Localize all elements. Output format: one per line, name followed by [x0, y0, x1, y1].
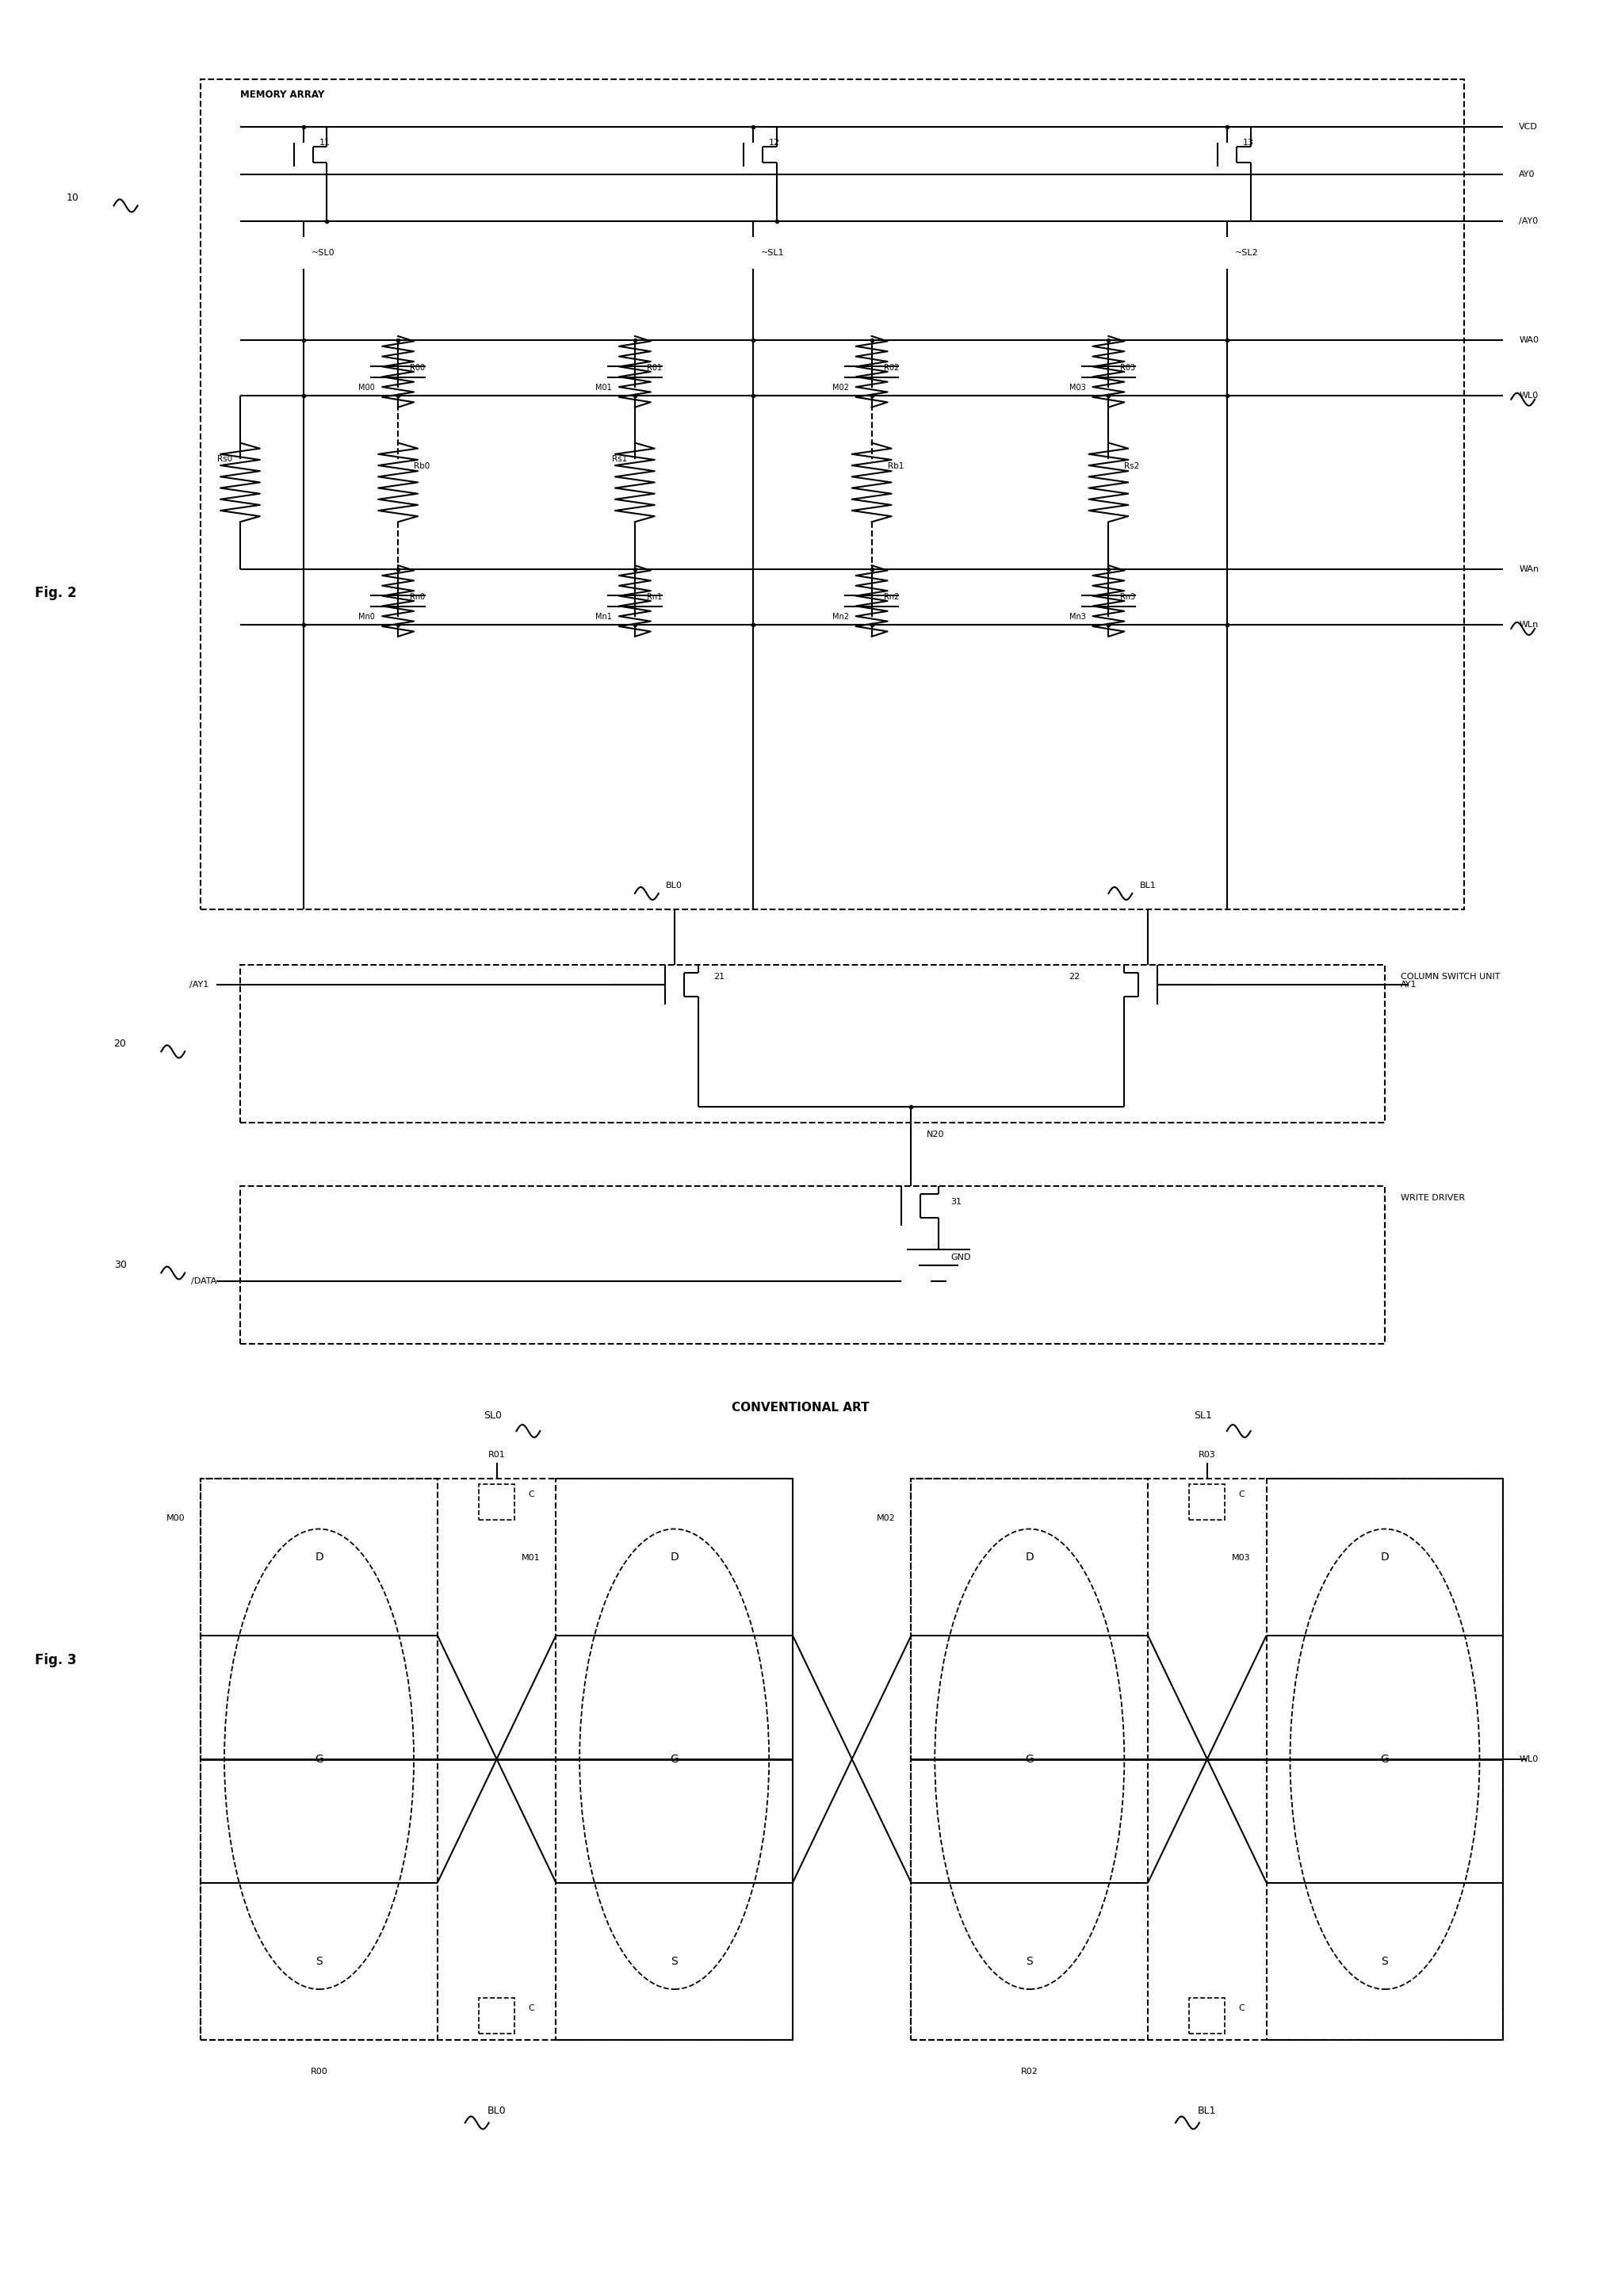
Bar	[479, 1998, 514, 2034]
Text: COLUMN SWITCH UNIT: COLUMN SWITCH UNIT	[1400, 974, 1500, 980]
Text: MEMORY ARRAY: MEMORY ARRAY	[241, 90, 324, 101]
Text: R00: R00	[310, 2066, 328, 2076]
Text: M01: M01	[596, 383, 612, 393]
Text: Fig. 3: Fig. 3	[35, 1653, 77, 1667]
Text: 13: 13	[1243, 138, 1254, 147]
Text: C: C	[1238, 2004, 1245, 2011]
Text: Rs0: Rs0	[217, 455, 233, 461]
Text: 31: 31	[951, 1199, 962, 1205]
Text: Rs2: Rs2	[1124, 461, 1140, 471]
Text: AY1: AY1	[1400, 980, 1416, 987]
Text: D: D	[315, 1552, 323, 1564]
Bar	[201, 1479, 793, 2039]
Text: C: C	[528, 2004, 535, 2011]
Text: WRITE DRIVER: WRITE DRIVER	[1400, 1194, 1465, 1201]
Text: M01: M01	[522, 1554, 540, 1561]
Text: BL1: BL1	[1140, 882, 1156, 889]
Bar	[1267, 1479, 1503, 2039]
Bar	[201, 1479, 437, 2039]
Text: BL1: BL1	[1198, 2105, 1216, 2117]
Text: ~SL2: ~SL2	[1235, 250, 1259, 257]
Text: WL0: WL0	[1519, 390, 1539, 400]
Text: 20: 20	[114, 1038, 127, 1049]
Text: WLn: WLn	[1519, 620, 1539, 629]
Bar	[241, 964, 1384, 1123]
Text: /DATA: /DATA	[191, 1277, 217, 1286]
Text: SL0: SL0	[483, 1410, 501, 1421]
Text: ~SL1: ~SL1	[761, 250, 785, 257]
Text: D: D	[670, 1552, 679, 1564]
Bar	[556, 1479, 793, 2039]
Text: M02: M02	[832, 383, 848, 393]
Text: VCD: VCD	[1519, 122, 1539, 131]
Bar	[911, 1479, 1503, 2039]
Text: G: G	[670, 1754, 679, 1766]
Text: M00: M00	[165, 1513, 185, 1522]
Text: Rn3: Rn3	[1121, 592, 1135, 602]
Text: D: D	[1381, 1552, 1389, 1564]
Text: Fig. 2: Fig. 2	[35, 585, 77, 599]
Text: S: S	[671, 1956, 678, 1968]
Text: S: S	[1381, 1956, 1388, 1968]
Text: R00: R00	[410, 363, 426, 372]
Bar	[1190, 1486, 1225, 1520]
Text: CONVENTIONAL ART: CONVENTIONAL ART	[732, 1401, 869, 1414]
Text: Rb0: Rb0	[414, 461, 430, 471]
Text: WAn: WAn	[1519, 565, 1539, 574]
Bar	[911, 1479, 1148, 2039]
Text: Rn2: Rn2	[883, 592, 899, 602]
Text: 21: 21	[713, 974, 724, 980]
Text: S: S	[316, 1956, 323, 1968]
Bar	[1190, 1998, 1225, 2034]
Text: 22: 22	[1070, 974, 1081, 980]
Text: AY0: AY0	[1519, 170, 1535, 179]
Text: Mn3: Mn3	[1070, 613, 1086, 620]
Text: R01: R01	[647, 363, 662, 372]
Text: Rs1: Rs1	[612, 455, 626, 461]
Text: ~SL0: ~SL0	[312, 250, 334, 257]
Text: D: D	[1025, 1552, 1034, 1564]
Text: N20: N20	[927, 1130, 944, 1139]
Text: R02: R02	[883, 363, 899, 372]
Text: /AY0: /AY0	[1519, 218, 1539, 225]
Text: G: G	[1025, 1754, 1034, 1766]
Text: SL1: SL1	[1195, 1410, 1213, 1421]
Text: R01: R01	[488, 1451, 506, 1458]
Bar	[479, 1486, 514, 1520]
Text: BL0: BL0	[666, 882, 683, 889]
Text: M00: M00	[358, 383, 374, 393]
Text: C: C	[1238, 1490, 1245, 1499]
Text: Mn0: Mn0	[358, 613, 376, 620]
Text: M02: M02	[877, 1513, 896, 1522]
Bar	[201, 78, 1463, 909]
Text: GND: GND	[951, 1254, 972, 1261]
Text: R02: R02	[1021, 2066, 1037, 2076]
Text: S: S	[1026, 1956, 1033, 1968]
Text: 11: 11	[320, 138, 331, 147]
Text: 30: 30	[114, 1261, 127, 1270]
Text: 12: 12	[769, 138, 781, 147]
Text: WA0: WA0	[1519, 335, 1539, 344]
Text: BL0: BL0	[487, 2105, 506, 2117]
Text: WL0: WL0	[1519, 1754, 1539, 1763]
Text: Mn1: Mn1	[596, 613, 612, 620]
Text: M03: M03	[1232, 1554, 1251, 1561]
Text: Rb1: Rb1	[888, 461, 904, 471]
Text: G: G	[315, 1754, 323, 1766]
Text: M03: M03	[1070, 383, 1086, 393]
Text: R03: R03	[1198, 1451, 1216, 1458]
Text: Mn2: Mn2	[832, 613, 850, 620]
Text: Rn0: Rn0	[410, 592, 426, 602]
Bar	[241, 1187, 1384, 1343]
Text: G: G	[1381, 1754, 1389, 1766]
Text: C: C	[528, 1490, 535, 1499]
Text: Rn1: Rn1	[647, 592, 662, 602]
Text: 10: 10	[66, 193, 79, 202]
Text: R03: R03	[1121, 363, 1135, 372]
Text: /AY1: /AY1	[190, 980, 209, 987]
